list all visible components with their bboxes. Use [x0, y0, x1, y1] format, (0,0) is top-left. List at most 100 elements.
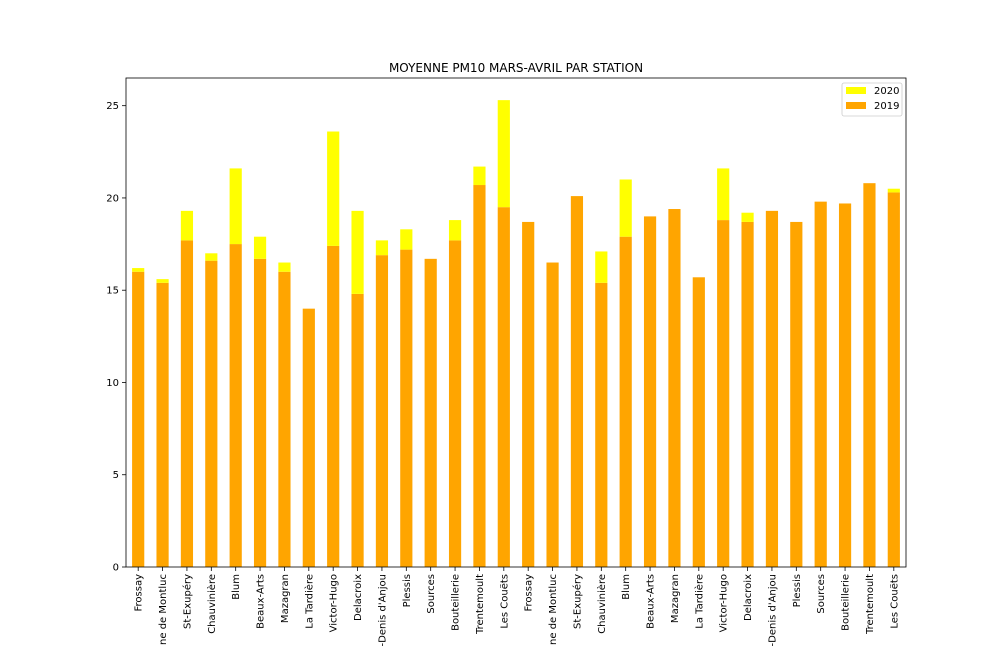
x-tick-label: Bouteillerie — [451, 574, 462, 631]
bar-2019 — [302, 308, 315, 567]
bar-2019 — [351, 293, 364, 567]
bar-2020 — [180, 210, 194, 241]
bar-2019 — [717, 220, 730, 567]
x-tick-label: Sources — [816, 574, 827, 614]
bar-2019 — [424, 258, 437, 567]
x-tick-label: Mazagran — [670, 574, 681, 623]
bar-2019 — [375, 255, 389, 568]
bar-2019 — [522, 221, 535, 567]
bar-2019 — [327, 245, 340, 567]
x-tick-label: Chauvinière — [206, 574, 218, 634]
x-tick-label: Beaux-Arts — [256, 574, 267, 629]
bar-2020 — [717, 168, 730, 221]
bar-2019 — [887, 192, 900, 568]
bar-2020 — [205, 253, 218, 261]
bar-2020 — [448, 220, 462, 241]
x-tick-label: Blum — [621, 574, 632, 600]
x-tick-label: La Tardière — [303, 574, 315, 629]
bar-2020 — [400, 229, 413, 250]
y-tick-label: 0 — [113, 563, 119, 574]
bar-2019 — [668, 209, 681, 568]
bar-2019 — [619, 236, 632, 567]
bar-2019 — [448, 240, 462, 568]
x-tick-label: Mazagran — [280, 574, 291, 623]
x-tick-label: Sources — [426, 574, 437, 614]
bar-2020 — [497, 100, 510, 208]
bar-2019 — [253, 258, 267, 567]
x-tick-label: Frossay — [134, 574, 145, 612]
bar-2019 — [400, 249, 413, 567]
bar-2019 — [132, 271, 145, 567]
x-tick-label: Plessis — [792, 574, 803, 607]
plot-area-frame — [125, 77, 907, 568]
bar-2019 — [790, 221, 803, 567]
bar-2019 — [497, 207, 510, 568]
y-tick-label: 15 — [106, 286, 119, 297]
bar-2019 — [156, 282, 169, 567]
x-axis: Frossay ne de Montluc St-Exupéry Chauvinièr… — [134, 567, 900, 646]
bar-2019 — [229, 244, 242, 567]
bar-2020 — [132, 268, 145, 272]
bar-2020 — [619, 179, 632, 237]
bar-2019 — [741, 221, 754, 567]
bar-2020 — [253, 236, 267, 259]
x-tick-label: Delacroix — [353, 574, 364, 621]
bar-2020 — [351, 210, 364, 294]
x-tick-label: ne de Montluc — [548, 574, 559, 645]
bar-2019 — [473, 185, 486, 567]
bar-2020 — [278, 262, 291, 272]
bar-2020 — [741, 212, 754, 222]
y-tick-label: 20 — [106, 193, 119, 204]
bar-2019 — [205, 260, 218, 567]
x-tick-label: Trentemoult — [475, 574, 486, 635]
x-tick-label: Les Couëts — [499, 574, 510, 629]
y-tick-label: 10 — [106, 378, 119, 389]
bar-2020 — [595, 251, 608, 283]
legend-label-2020: 2020 — [874, 86, 899, 97]
bar-2019 — [838, 203, 852, 567]
bar-2019 — [863, 183, 876, 567]
x-tick-label: St-Exupéry — [181, 574, 193, 629]
x-tick-label: ne de Montluc — [158, 574, 169, 645]
bar-2020 — [327, 131, 340, 246]
x-tick-label: Frossay — [524, 574, 535, 612]
bar-2019 — [595, 282, 608, 567]
x-tick-label: Beaux-Arts — [646, 574, 657, 629]
bar-2020 — [375, 240, 389, 256]
bar-2020 — [473, 166, 486, 186]
legend-label-2019: 2019 — [874, 101, 899, 112]
x-tick-label: Victor-Hugo — [719, 574, 730, 632]
x-tick-label: St-Exupéry — [571, 574, 583, 629]
bar-2019 — [546, 262, 559, 567]
bar-2019 — [180, 240, 194, 568]
x-tick-label: -Denis d'Anjou — [767, 574, 778, 646]
x-tick-label: La Tardière — [693, 574, 705, 629]
bar-2019 — [814, 201, 827, 567]
x-tick-label: Delacroix — [743, 574, 754, 621]
legend: 2020 2019 — [841, 82, 903, 117]
bar-2020 — [887, 188, 900, 193]
bar-2019 — [692, 277, 705, 567]
x-tick-label: -Denis d'Anjou — [377, 574, 388, 646]
bar-2019 — [643, 216, 657, 567]
bar-2019 — [278, 271, 291, 567]
bar-2020 — [229, 168, 242, 245]
x-tick-label: Trentemoult — [865, 574, 876, 635]
legend-swatch-2019 — [846, 102, 866, 109]
legend-swatch-2020 — [846, 87, 866, 94]
x-tick-label: Les Couëts — [889, 574, 900, 629]
y-tick-label: 25 — [106, 101, 119, 112]
bar-2019 — [765, 210, 779, 567]
x-tick-label: Chauvinière — [596, 574, 608, 634]
y-tick-label: 5 — [113, 470, 119, 481]
bar-2019 — [570, 196, 584, 567]
y-axis: 0 5 10 15 20 25 — [106, 101, 126, 574]
x-tick-label: Victor-Hugo — [329, 574, 340, 632]
x-tick-label: Bouteillerie — [841, 574, 852, 631]
x-tick-label: Blum — [231, 574, 242, 600]
bars-group — [132, 100, 900, 568]
bar-2020 — [156, 279, 169, 283]
chart-title: MOYENNE PM10 MARS-AVRIL PAR STATION — [389, 61, 643, 75]
x-tick-label: Plessis — [402, 574, 413, 607]
